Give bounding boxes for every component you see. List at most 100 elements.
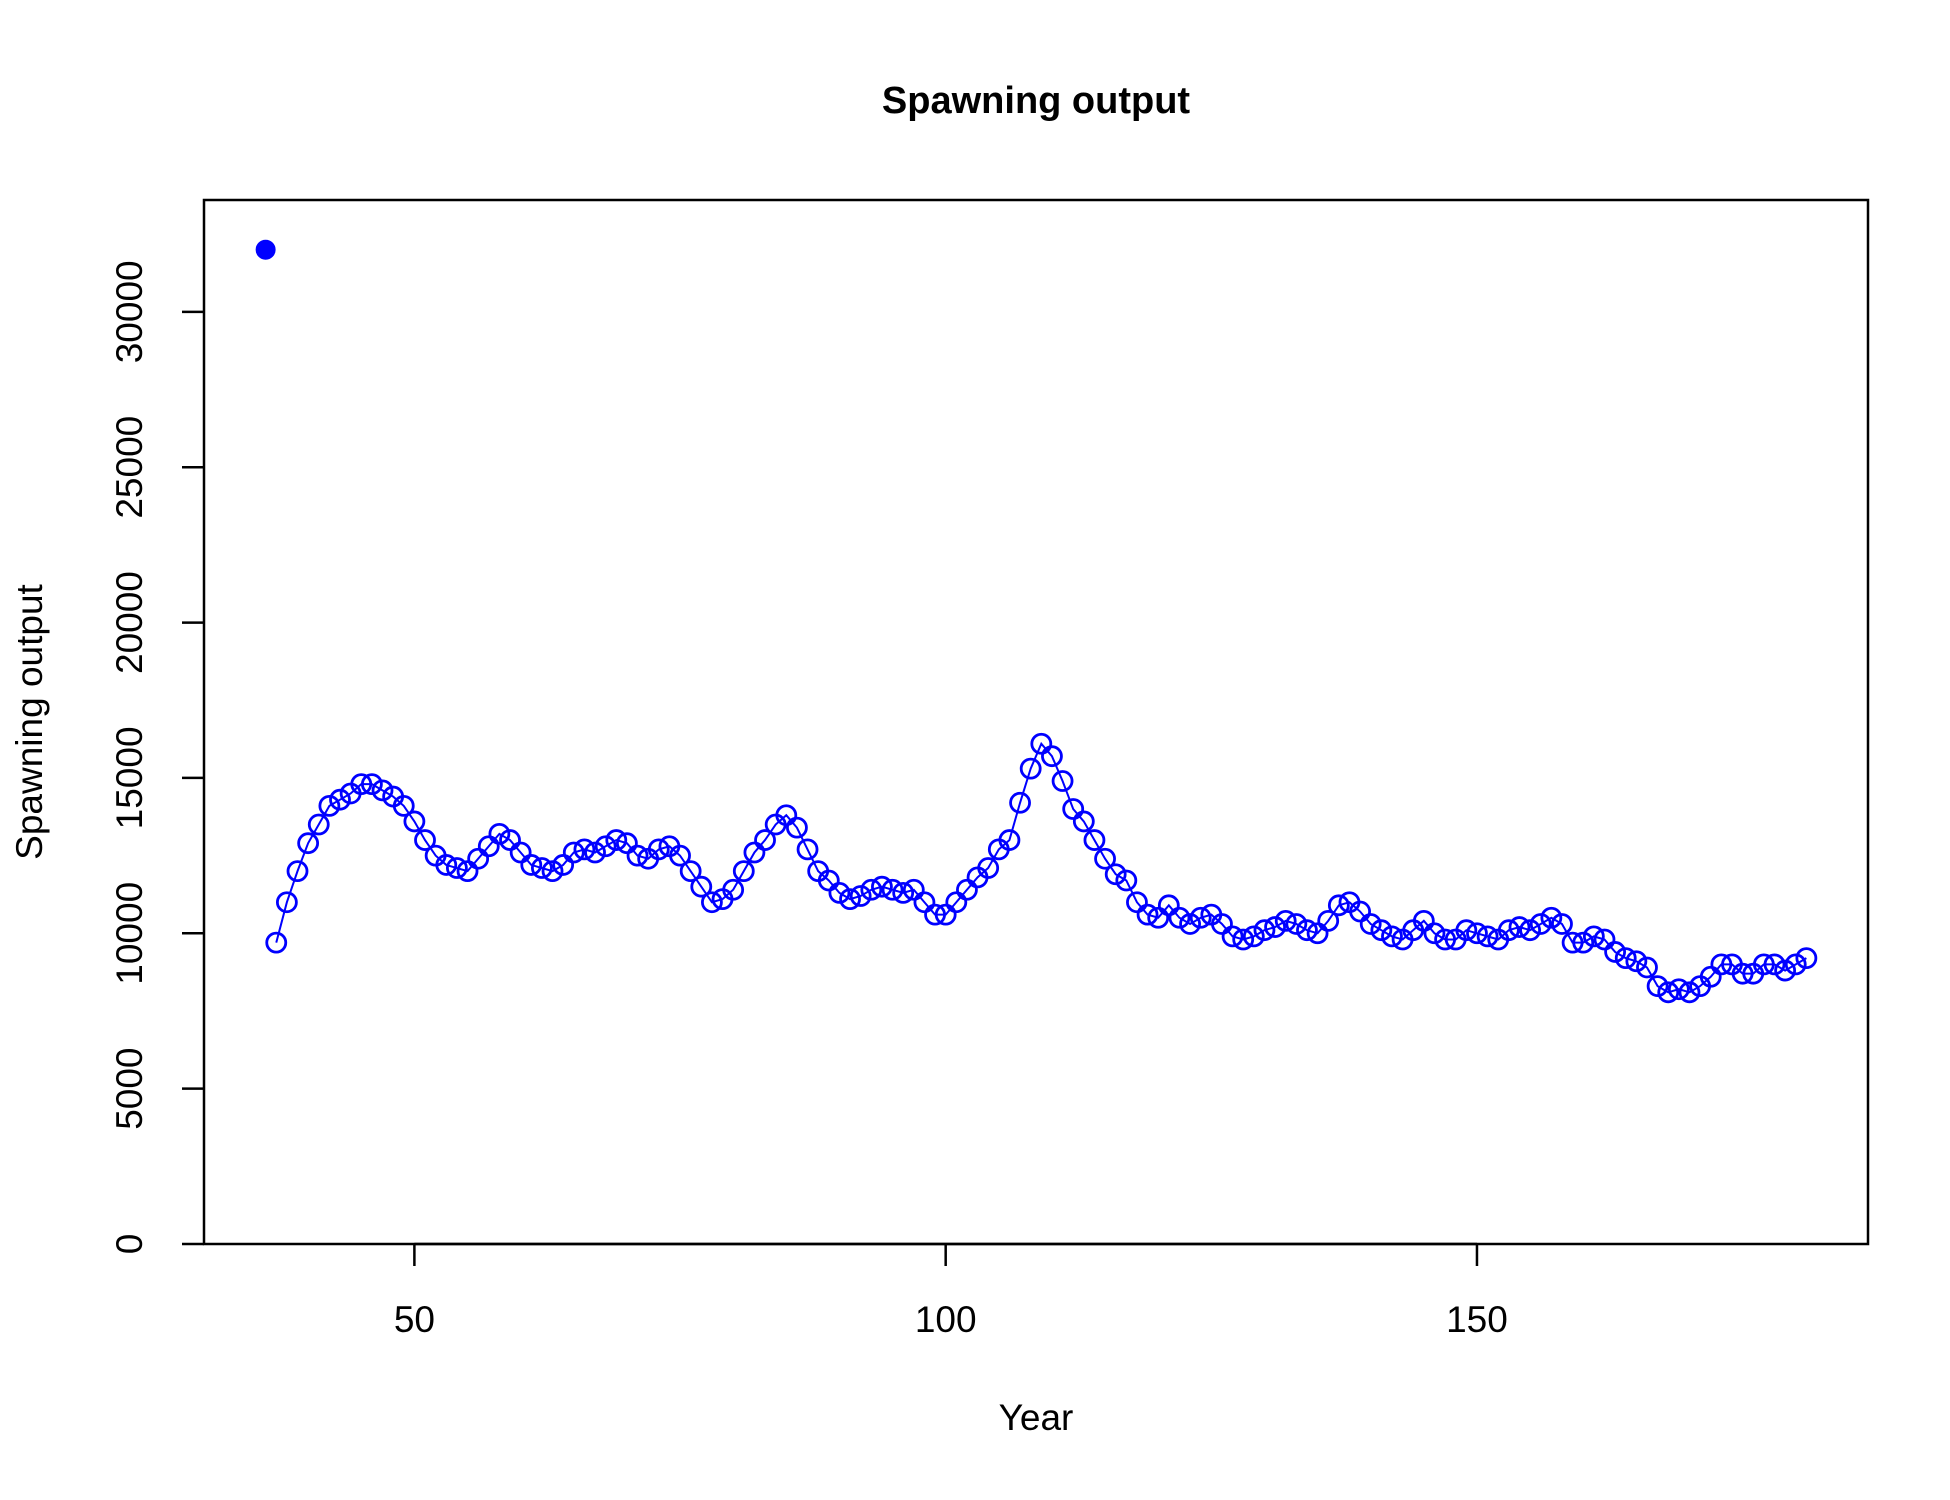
point xyxy=(934,903,957,926)
point xyxy=(849,885,872,907)
point xyxy=(1136,903,1159,926)
point xyxy=(1763,953,1786,976)
point xyxy=(1370,919,1393,942)
point xyxy=(1104,863,1127,886)
point xyxy=(1423,922,1446,945)
point xyxy=(1381,925,1403,948)
point xyxy=(477,835,500,858)
point xyxy=(509,841,532,864)
point xyxy=(1572,931,1595,954)
point xyxy=(1094,847,1116,870)
point xyxy=(1476,925,1499,948)
point xyxy=(690,875,713,898)
point xyxy=(1168,906,1191,929)
point xyxy=(817,869,840,892)
point xyxy=(1604,941,1627,963)
point xyxy=(1752,953,1775,976)
point xyxy=(1551,913,1573,935)
point xyxy=(1561,931,1584,954)
point xyxy=(998,829,1021,851)
point xyxy=(1147,906,1170,929)
point xyxy=(584,841,606,864)
point xyxy=(1030,732,1053,755)
point xyxy=(647,838,670,861)
point xyxy=(1710,953,1733,976)
point xyxy=(679,860,702,883)
point xyxy=(1009,791,1031,814)
point xyxy=(1657,981,1680,1004)
y-axis-label: Spawning output xyxy=(9,583,50,859)
point xyxy=(924,903,946,926)
point xyxy=(616,832,638,855)
point xyxy=(275,891,298,914)
point xyxy=(1306,922,1329,945)
point xyxy=(456,860,479,883)
point xyxy=(1211,913,1233,935)
point xyxy=(1285,913,1308,935)
x-axis-label: Year xyxy=(999,1397,1074,1438)
point xyxy=(1519,919,1541,942)
point xyxy=(255,239,276,260)
point xyxy=(786,816,808,839)
point xyxy=(286,860,309,883)
point xyxy=(1072,810,1095,833)
point xyxy=(520,854,543,876)
point xyxy=(1115,869,1138,892)
point xyxy=(467,847,490,870)
point xyxy=(1784,953,1807,976)
point xyxy=(594,835,617,858)
point xyxy=(1019,757,1042,780)
point xyxy=(573,838,596,861)
point xyxy=(1232,928,1255,951)
point xyxy=(1051,770,1074,792)
point xyxy=(722,878,745,901)
y-tick-label: 5000 xyxy=(109,1047,150,1129)
point xyxy=(1731,962,1754,985)
point xyxy=(669,844,691,867)
point xyxy=(775,804,798,827)
point xyxy=(1327,894,1350,917)
point xyxy=(902,878,925,901)
point xyxy=(1434,928,1456,951)
point xyxy=(892,881,915,904)
point xyxy=(701,891,723,914)
point xyxy=(350,773,373,796)
point xyxy=(743,841,766,864)
point xyxy=(499,829,521,851)
y-tick-label: 30000 xyxy=(109,260,150,363)
point xyxy=(605,829,628,851)
point xyxy=(265,931,288,954)
point xyxy=(1179,913,1201,935)
point xyxy=(562,841,585,864)
point xyxy=(1508,916,1531,938)
point xyxy=(828,881,851,904)
point xyxy=(297,832,320,855)
point xyxy=(1646,975,1669,998)
point xyxy=(414,829,436,851)
point xyxy=(1540,906,1563,929)
point xyxy=(1678,981,1701,1004)
point xyxy=(1126,891,1148,914)
point xyxy=(796,838,819,861)
x-tick-label: 150 xyxy=(1446,1299,1508,1340)
point xyxy=(754,829,776,851)
y-tick-label: 0 xyxy=(109,1234,150,1255)
point xyxy=(1529,913,1552,935)
point xyxy=(1667,978,1690,1001)
point xyxy=(1296,919,1318,942)
point xyxy=(1455,919,1478,942)
point xyxy=(1242,925,1265,948)
point xyxy=(1253,919,1276,942)
point xyxy=(881,878,904,901)
point xyxy=(445,857,468,879)
y-tick-label: 25000 xyxy=(109,416,150,519)
point xyxy=(1593,928,1616,951)
point xyxy=(371,779,394,802)
point xyxy=(392,794,415,817)
y-tick-label: 20000 xyxy=(109,571,150,674)
point xyxy=(1614,947,1637,970)
point xyxy=(1157,894,1180,917)
point xyxy=(1625,950,1648,973)
x-tick-label: 100 xyxy=(915,1299,977,1340)
